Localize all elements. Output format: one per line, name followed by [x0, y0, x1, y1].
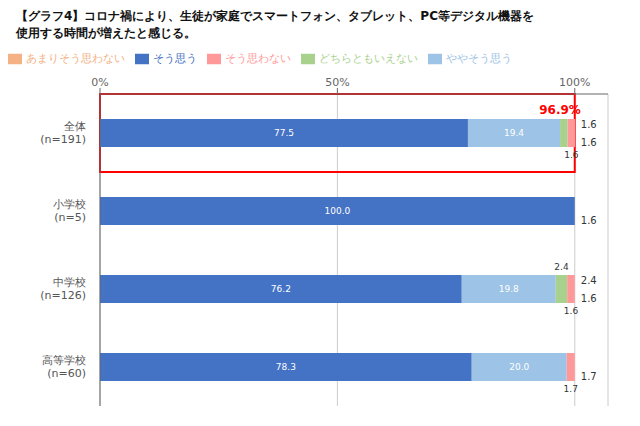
html-text:使用する時間が増えたと感じる。: 使用する時間が増えたと感じる。 — [16, 25, 196, 40]
svg-text:1.7: 1.7 — [581, 370, 597, 381]
svg-text:78.3: 78.3 — [276, 362, 296, 372]
svg-text:100%: 100% — [559, 76, 590, 89]
svg-text:20.0: 20.0 — [509, 362, 529, 372]
svg-text:1.6: 1.6 — [581, 136, 597, 147]
svg-text:2.4: 2.4 — [554, 262, 569, 272]
svg-text:1.6: 1.6 — [581, 214, 597, 225]
html-text:【グラフ4】コロナ禍により、生徒が家庭でスマートフォン、タブ: 【グラフ4】コロナ禍により、生徒が家庭でスマートフォン、タブレット、PC等デジタ… — [16, 9, 534, 23]
svg-text:1.6: 1.6 — [581, 292, 597, 303]
svg-text:76.2: 76.2 — [271, 284, 291, 294]
html-text:そう思わない: そう思わない — [225, 51, 291, 65]
svg-text:0%: 0% — [91, 76, 108, 89]
svg-text:19.8: 19.8 — [499, 284, 519, 294]
svg-text:小学校(n=5): 小学校(n=5) — [53, 198, 86, 224]
svg-text:全体(n=191): 全体(n=191) — [40, 120, 86, 146]
html-text:ややそう思う: ややそう思う — [446, 51, 512, 65]
html-text:そう思う: そう思う — [153, 51, 197, 65]
svg-text:高等学校(n=60): 高等学校(n=60) — [42, 354, 86, 380]
svg-text:77.5: 77.5 — [274, 128, 294, 138]
html-text:どちらともいえない: どちらともいえない — [319, 51, 418, 65]
svg-text:19.4: 19.4 — [504, 128, 524, 138]
svg-text:中学校(n=126): 中学校(n=126) — [40, 276, 86, 302]
svg-text:1.6: 1.6 — [564, 306, 579, 316]
svg-text:50%: 50% — [325, 76, 349, 89]
svg-text:1.6: 1.6 — [581, 118, 597, 129]
svg-text:96.9%: 96.9% — [539, 103, 581, 117]
svg-text:1.7: 1.7 — [564, 384, 578, 394]
html-text:あまりそう思わない: あまりそう思わない — [26, 51, 125, 65]
svg-text:1.6: 1.6 — [564, 150, 579, 160]
svg-text:2.4: 2.4 — [581, 274, 597, 285]
svg-text:100.0: 100.0 — [325, 206, 351, 216]
